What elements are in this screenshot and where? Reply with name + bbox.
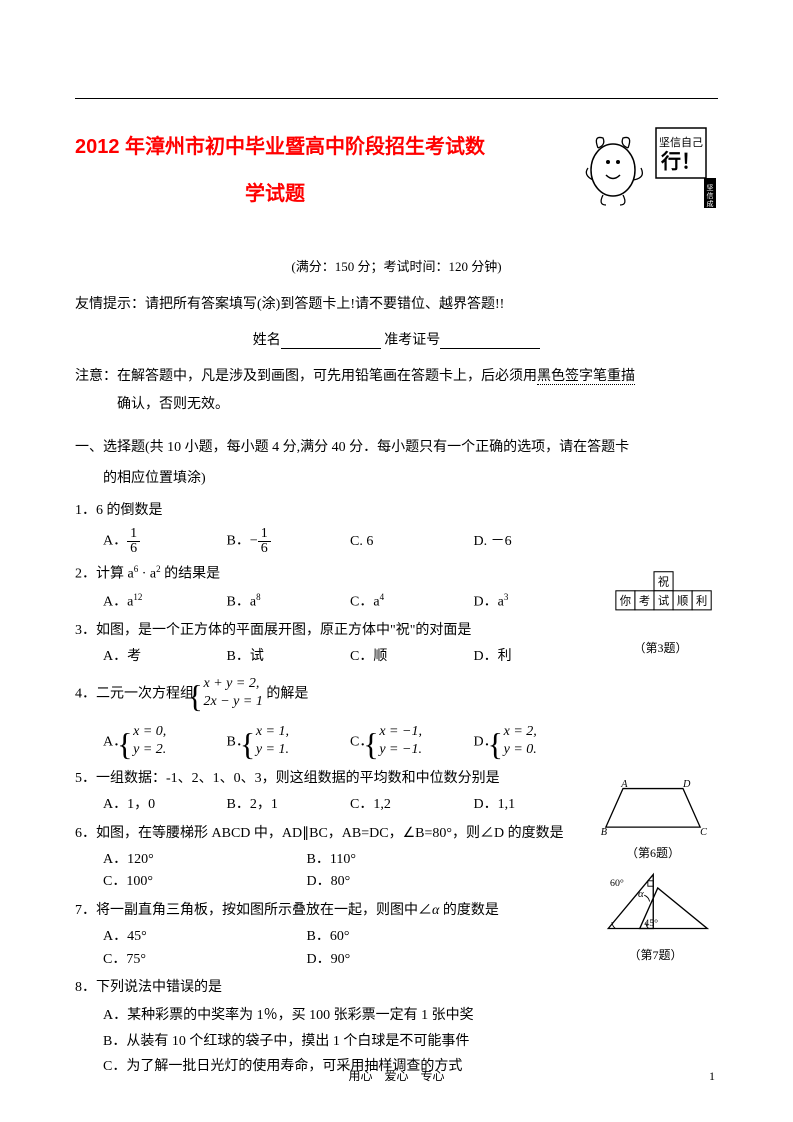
- question-8: 8．下列说法中错误的是 A．某种彩票的中奖率为 1％，买 100 张彩票一定有 …: [75, 977, 718, 1079]
- section-1-header: 一、选择题(共 10 小题，每小题 4 分,满分 40 分．每小题只有一个正确的…: [75, 433, 718, 495]
- note-emphasis: 黑色签字笔重描: [537, 369, 635, 385]
- note-line2: 确认，否则无效。: [117, 391, 718, 419]
- q5-opt-a: A．1，0: [103, 794, 223, 816]
- svg-text:60°: 60°: [610, 878, 624, 889]
- figure-6-caption: （第6题）: [588, 844, 718, 861]
- main-title-line2: 学试题: [75, 177, 475, 206]
- svg-text:B: B: [601, 827, 608, 838]
- figure-3: 祝 你 考 试 顺 利 （第3题）: [603, 570, 718, 656]
- svg-text:坚信自己: 坚信自己: [659, 136, 703, 149]
- svg-text:C: C: [700, 827, 707, 838]
- note-prefix: 注意：在解答题中，凡是涉及到画图，可先用铅笔画在答题卡上，后必须用: [75, 369, 537, 384]
- section1-line2: 的相应位置填涂): [103, 464, 718, 495]
- svg-text:祝: 祝: [658, 575, 669, 589]
- page-number: 1: [709, 1069, 715, 1084]
- q6-opt-d: D．80°: [307, 871, 507, 893]
- q1-opt-c: C. 6: [350, 531, 470, 553]
- q1-opt-d: D. －6: [474, 531, 594, 553]
- hint-line: 友情提示：请把所有答案填写(涂)到答题卡上!请不要错位、越界答题!!: [75, 293, 718, 317]
- q3-opt-d: D．利: [474, 646, 594, 668]
- id-label: 准考证号: [384, 333, 440, 348]
- q8-text: 8．下列说法中错误的是: [75, 977, 718, 999]
- q7-opt-c: C．75°: [103, 949, 303, 971]
- score-info: (满分：150 分；考试时间：120 分钟): [75, 256, 718, 275]
- question-4: 4．二元一次方程组 {x + y = 2,2x − y = 1 的解是 A．{x…: [75, 675, 718, 762]
- q1-opt-b: B．−16: [227, 527, 347, 556]
- q4-opt-c: C．{x = −1,y = −1.: [350, 723, 470, 762]
- name-field[interactable]: [281, 334, 381, 349]
- question-1: 1．6 的倒数是 A．16 B．−16 C. 6 D. －6: [75, 500, 718, 555]
- figure-6: A D B C （第6题）: [588, 780, 718, 861]
- q7-opt-d: D．90°: [307, 949, 507, 971]
- figure-7: 60° α 45° （第7题）: [593, 870, 718, 963]
- svg-text:A: A: [620, 780, 628, 790]
- svg-text:试: 试: [658, 595, 669, 608]
- q2-opt-a: A．a12: [103, 590, 223, 614]
- footer-text: 用心 爱心 专心: [0, 1067, 793, 1084]
- mascot-image: 坚信自己 行！ 坚 信 成: [578, 120, 718, 210]
- figure-7-caption: （第7题）: [593, 946, 718, 963]
- svg-text:你: 你: [620, 595, 631, 608]
- q4-opt-b: B．{x = 1,y = 1.: [227, 723, 347, 762]
- q6-opt-a: A．120°: [103, 849, 303, 871]
- q8-opt-b: B．从装有 10 个红球的袋子中，摸出 1 个白球是不可能事件: [103, 1029, 718, 1054]
- q1-text: 1．6 的倒数是: [75, 500, 718, 522]
- svg-text:成: 成: [707, 199, 714, 208]
- q4-text: 4．二元一次方程组 {x + y = 2,2x − y = 1 的解是: [75, 675, 718, 714]
- svg-text:信: 信: [707, 191, 714, 200]
- q3-opt-b: B．试: [227, 646, 347, 668]
- svg-text:顺: 顺: [677, 595, 688, 608]
- svg-text:D: D: [682, 780, 691, 790]
- svg-text:行！: 行！: [660, 149, 701, 173]
- id-field[interactable]: [440, 334, 540, 349]
- svg-text:利: 利: [696, 595, 707, 608]
- q3-opt-c: C．顺: [350, 646, 470, 668]
- q6-opt-c: C．100°: [103, 871, 303, 893]
- q3-opt-a: A．考: [103, 646, 223, 668]
- q8-opt-a: A．某种彩票的中奖率为 1％，买 100 张彩票一定有 1 张中奖: [103, 1003, 718, 1028]
- q6-opt-b: B．110°: [307, 849, 507, 871]
- name-label: 姓名: [253, 333, 281, 348]
- name-id-line: 姓名 准考证号: [75, 329, 718, 349]
- note-line: 注意：在解答题中，凡是涉及到画图，可先用铅笔画在答题卡上，后必须用黑色签字笔重描…: [75, 363, 718, 419]
- q5-opt-c: C．1,2: [350, 794, 470, 816]
- q5-opt-d: D．1,1: [474, 794, 594, 816]
- section1-line1: 一、选择题(共 10 小题，每小题 4 分,满分 40 分．每小题只有一个正确的…: [75, 433, 718, 464]
- figure-3-caption: （第3题）: [603, 639, 718, 656]
- q2-opt-d: D．a3: [474, 590, 594, 614]
- q4-opt-a: A．{x = 0,y = 2.: [103, 723, 223, 762]
- q5-opt-b: B．2，1: [227, 794, 347, 816]
- svg-text:坚: 坚: [707, 183, 714, 192]
- q7-opt-a: A．45°: [103, 926, 303, 948]
- q4-opt-d: D．{x = 2,y = 0.: [474, 723, 594, 762]
- q1-opt-a: A．16: [103, 527, 223, 556]
- q2-opt-c: C．a4: [350, 590, 470, 614]
- svg-text:α: α: [638, 888, 644, 900]
- q7-opt-b: B．60°: [307, 926, 507, 948]
- q2-opt-b: B．a8: [227, 590, 347, 614]
- svg-text:考: 考: [639, 595, 650, 608]
